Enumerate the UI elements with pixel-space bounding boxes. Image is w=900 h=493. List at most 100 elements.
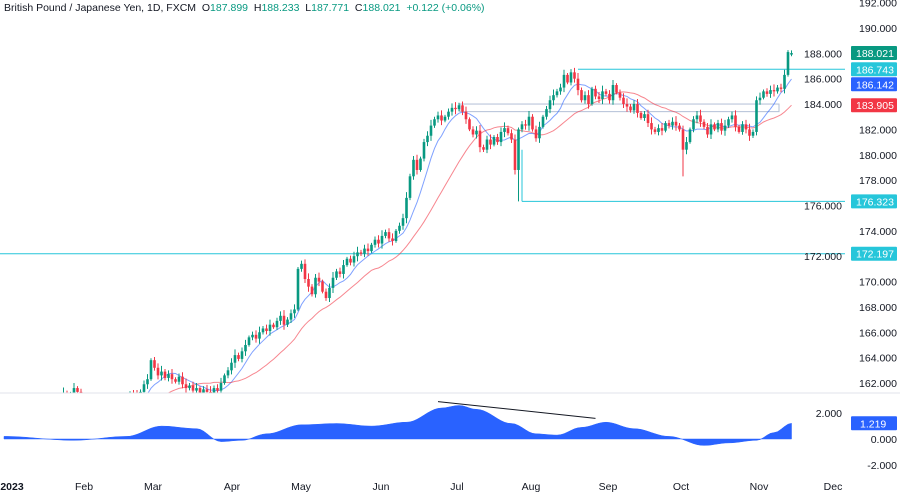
price-tick-label: 162.000 (859, 378, 897, 390)
candle-body (790, 53, 793, 55)
candle-body (762, 91, 765, 98)
candle (122, 401, 125, 418)
candle-body (87, 411, 90, 429)
candle (265, 324, 268, 335)
candle-body (317, 277, 321, 282)
candle-body (10, 411, 13, 427)
price-tick-label: 186.000 (804, 74, 842, 86)
candle-body (356, 252, 359, 257)
candle-body (275, 320, 279, 328)
candle-body (531, 116, 534, 130)
candle (779, 83, 783, 93)
candle (6, 399, 9, 414)
candle (70, 391, 71, 393)
candle-body (454, 107, 457, 110)
candle-body (412, 159, 415, 177)
candle (685, 137, 688, 155)
candle-body (129, 394, 132, 397)
candle (443, 114, 447, 123)
candle (307, 273, 310, 292)
candle-body (674, 121, 678, 126)
candle (104, 395, 107, 407)
candle-body (408, 176, 412, 198)
candle (254, 330, 258, 343)
candle-body (611, 85, 615, 101)
candle-body (202, 389, 205, 393)
candle (380, 230, 384, 249)
candle (671, 117, 674, 130)
candle-body (562, 74, 566, 88)
candle (310, 284, 314, 297)
candle-body (195, 388, 198, 391)
candle-body (506, 128, 510, 134)
candle-body (765, 91, 769, 94)
oscillator-tick-label: -2.000 (867, 460, 897, 472)
candle (76, 386, 79, 393)
candle-body (132, 394, 135, 395)
candle-body (314, 277, 317, 295)
candle (216, 384, 219, 393)
candle-body (153, 360, 156, 368)
candle-body (720, 123, 723, 131)
price-tick-label: 166.000 (859, 327, 897, 339)
candle (17, 420, 20, 439)
candle-body (601, 91, 604, 99)
price-tags: 188.021 186.743 186.142 183.905 176.323 172.1… (851, 46, 897, 431)
candle (653, 126, 657, 135)
candle-body (254, 334, 258, 339)
candle-body (401, 218, 405, 226)
candle (342, 260, 345, 279)
candle-body (415, 159, 419, 170)
candle (237, 352, 240, 362)
candle (688, 127, 692, 144)
candle (664, 121, 667, 133)
candle-body (394, 230, 398, 241)
candle (541, 114, 545, 129)
candle-body (286, 319, 289, 325)
candle (41, 420, 44, 434)
candle-body (737, 126, 741, 132)
candle-body (608, 93, 611, 101)
candle-body (94, 415, 97, 423)
candle-body (83, 401, 86, 411)
candle-body (108, 398, 111, 407)
candle-body (622, 97, 625, 105)
candle (293, 304, 296, 318)
candle (261, 325, 265, 335)
candle (580, 87, 583, 103)
candle-body (377, 239, 380, 244)
candle (363, 244, 366, 258)
candle-body (629, 106, 632, 111)
candle (758, 92, 762, 105)
candle (657, 124, 660, 136)
candle-body (461, 105, 464, 112)
candle-body (272, 324, 275, 328)
candle (38, 425, 41, 459)
candle (622, 93, 625, 109)
candle-body (618, 92, 622, 98)
candle-body (342, 265, 345, 274)
candle-body (447, 111, 450, 117)
time-tick-label: Aug (522, 481, 541, 493)
candle (300, 260, 303, 272)
candle-body (331, 277, 335, 288)
candle (188, 383, 191, 391)
candle (370, 242, 373, 253)
candle (538, 121, 541, 143)
candle (153, 357, 156, 371)
price-tick-label: 174.000 (859, 226, 897, 238)
candle (636, 98, 639, 118)
time-axis[interactable]: 2023 Feb Mar Apr May Jun Jul Aug Sep Oct Nov Dec (0, 481, 842, 493)
price-tick-label: 164.000 (859, 353, 897, 365)
oscillator-tick-label: 2.000 (816, 408, 842, 420)
candle (156, 363, 160, 380)
candle (282, 310, 286, 330)
candle-body (359, 252, 363, 254)
candle-body (240, 351, 244, 359)
candle (587, 90, 590, 109)
candle (226, 367, 230, 379)
candle (457, 102, 461, 112)
candle (674, 116, 678, 131)
consolidation-zone (459, 103, 780, 113)
